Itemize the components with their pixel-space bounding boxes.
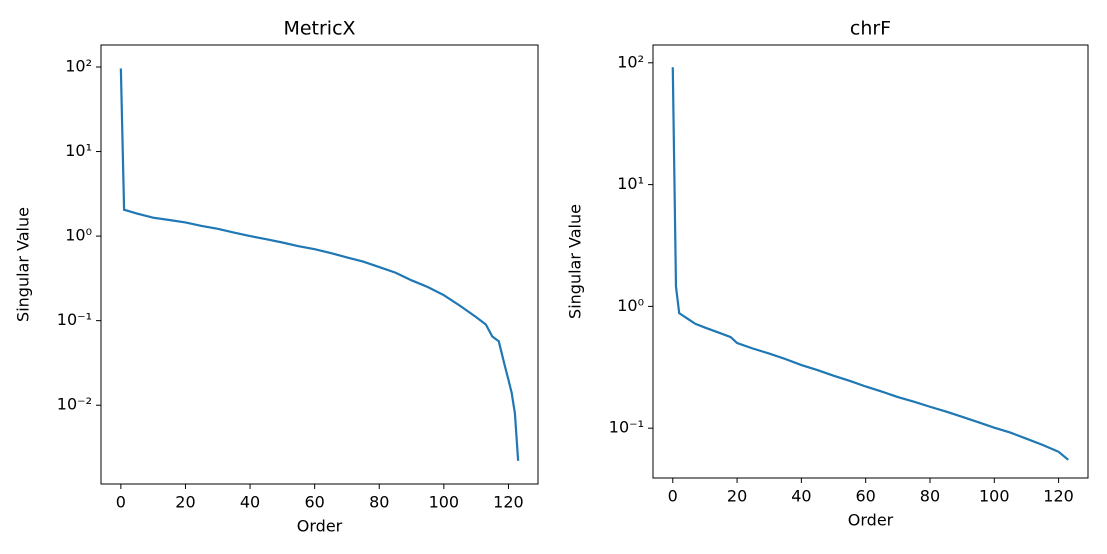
y-tick-label: 10⁰ bbox=[617, 296, 644, 315]
chart-title: MetricX bbox=[283, 18, 355, 40]
x-tick-label: 20 bbox=[727, 487, 747, 506]
y-tick-label: 10⁻² bbox=[57, 395, 92, 414]
chart-title: chrF bbox=[850, 18, 891, 40]
x-tick-label: 80 bbox=[920, 487, 940, 506]
x-tick-label: 100 bbox=[979, 487, 1010, 506]
x-tick-label: 40 bbox=[240, 493, 260, 512]
line bbox=[671, 67, 1069, 461]
y-axis-label: Singular Value bbox=[14, 207, 33, 322]
x-tick-label: 20 bbox=[175, 493, 195, 512]
y-tick-label: 10² bbox=[617, 52, 644, 71]
axes-frame bbox=[652, 44, 1089, 479]
x-axis-label: Order bbox=[848, 511, 894, 530]
axes-frame bbox=[100, 44, 539, 485]
x-tick-label: 100 bbox=[429, 493, 460, 512]
x-tick-label: 0 bbox=[668, 487, 678, 506]
y-tick-label: 10⁰ bbox=[65, 226, 92, 245]
y-tick-label: 10¹ bbox=[617, 174, 644, 193]
y-tick-label: 10⁻¹ bbox=[57, 310, 92, 329]
x-tick-label: 80 bbox=[369, 493, 389, 512]
x-tick-label: 60 bbox=[855, 487, 875, 506]
x-tick-label: 120 bbox=[493, 493, 524, 512]
y-tick-label: 10¹ bbox=[65, 141, 92, 160]
x-tick-label: 120 bbox=[1043, 487, 1074, 506]
x-tick-label: 40 bbox=[791, 487, 811, 506]
x-tick-label: 0 bbox=[116, 493, 126, 512]
y-tick-label: 10⁻¹ bbox=[609, 418, 644, 437]
x-axis-label: Order bbox=[297, 517, 343, 536]
y-axis-label: Singular Value bbox=[566, 204, 585, 319]
line bbox=[119, 68, 520, 461]
x-tick-label: 60 bbox=[304, 493, 324, 512]
y-tick-label: 10² bbox=[65, 56, 92, 75]
